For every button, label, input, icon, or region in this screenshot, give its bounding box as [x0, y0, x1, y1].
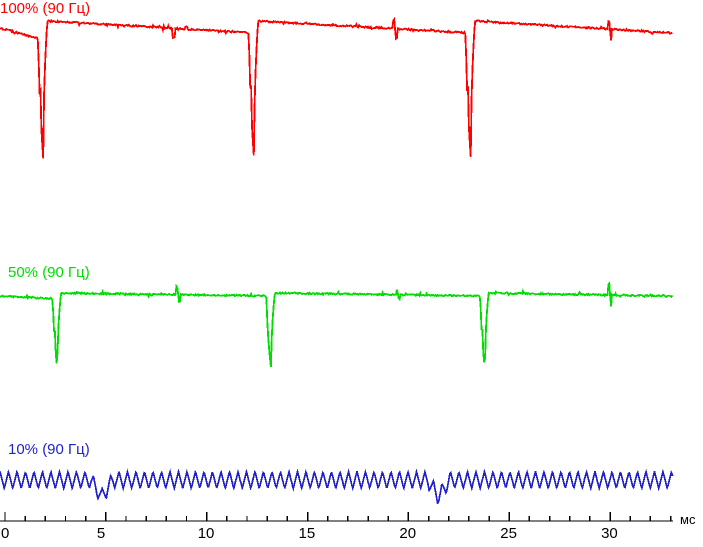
x-tick-label-25: 25 — [500, 525, 517, 542]
trace-label-100: 100% (90 Гц) — [0, 0, 91, 17]
x-tick-label-0: 0 — [1, 525, 10, 542]
trace-label-50: 50% (90 Гц) — [8, 264, 90, 281]
x-tick-label-10: 10 — [197, 525, 215, 542]
x-axis-group — [0, 512, 673, 522]
x-tick-label-30: 30 — [601, 525, 618, 542]
x-axis-unit-label: мс — [680, 512, 696, 527]
trace-10-path-group — [0, 468, 674, 505]
trace-label-10: 10% (90 Гц) — [8, 441, 90, 458]
trace-50-path-group — [0, 281, 674, 368]
x-tick-label-5: 5 — [96, 525, 106, 542]
x-tick-label-15: 15 — [298, 525, 316, 542]
trace-100-path-group — [0, 17, 673, 159]
x-tick-label-20: 20 — [399, 525, 417, 542]
